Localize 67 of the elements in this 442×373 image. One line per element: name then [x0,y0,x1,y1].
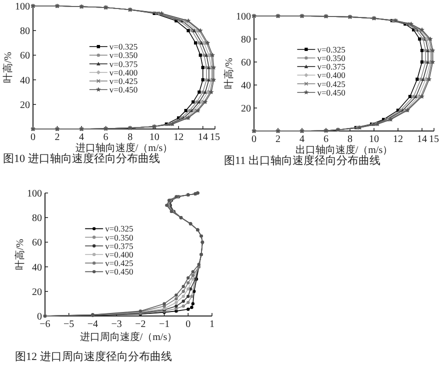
x-axis-title: 进口周向速度/（m/s） [80,331,178,343]
text: 图12 进口周向速度径向分布曲线 [15,350,172,363]
legend-label: v=0.450 [105,266,134,277]
y-tick-label: 60 [20,50,30,62]
y-tick-label: 40 [241,80,251,92]
legend-label: v=0.350 [317,52,346,63]
x-tick-label: 8 [128,132,133,143]
legend-label: v=0.325 [105,224,134,234]
x-tick-label: 1 [210,319,214,330]
legend-label: v=0.400 [105,249,134,260]
y-tick-label: 100 [27,188,42,200]
x-tick-label: 10 [149,132,160,143]
text: 图10 进口轴向速度径向分布曲线 [3,152,160,165]
x-tick-label: 6 [103,132,108,143]
x-tick-label: −6 [40,319,50,330]
x-tick-label: 10 [369,134,379,145]
legend-label: v=0.400 [109,67,138,78]
x-tick-label: −4 [87,319,98,330]
y-tick-label: 40 [20,75,30,86]
x-tick-label: 14 [417,134,427,145]
x-axis-title: 进口轴向速度/（m/s） [75,142,173,154]
legend-label: v=0.375 [105,240,134,251]
x-tick-label: 2 [276,134,280,145]
y-tick-label: 80 [20,26,30,38]
legend-label: v=0.350 [105,232,134,242]
y-tick-label: 100 [236,12,251,22]
y-tick-label: 80 [32,213,42,224]
x-tick-label: 12 [393,134,403,145]
y-axis-title: 叶高/% [223,58,235,90]
y-tick-label: 100 [15,2,30,12]
y-tick-label: 60 [241,58,251,68]
y-tick-label: 60 [32,238,42,249]
x-tick-label: 12 [174,132,184,143]
x-tick-label: −3 [111,319,122,330]
y-tick-label: 20 [241,104,251,114]
legend-label: v=0.325 [109,42,138,52]
x-tick-label: 2 [54,132,60,143]
legend-label: v=0.400 [317,70,346,80]
legend-label: v=0.375 [109,58,138,69]
x-tick-label: 15 [429,134,439,145]
x-tick-label: −5 [64,319,74,330]
y-tick-label: 80 [241,34,251,46]
x-tick-label: 6 [324,134,328,145]
x-tick-label: −2 [135,319,146,330]
legend-label: v=0.450 [109,84,138,95]
x-tick-label: 14 [198,132,208,143]
y-tick-label: 20 [32,286,42,298]
x-axis-title: 出口轴向速度/（m/s） [295,144,393,156]
y-tick-label: 0 [37,312,42,322]
x-tick-label: 8 [348,134,352,145]
legend-label: v=0.375 [317,62,346,72]
legend-label: v=0.325 [317,44,346,54]
x-tick-label: 15 [210,132,220,143]
legend-label: v=0.350 [109,50,138,60]
x-tick-label: 4 [300,134,304,145]
y-tick-label: 40 [32,262,42,274]
legend-label: v=0.425 [105,258,134,268]
x-tick-label: 4 [79,132,84,143]
legend-label: v=0.450 [317,87,346,98]
y-tick-label: 20 [20,100,30,111]
text: 图11 出口轴向速度径向分布曲线 [224,154,380,167]
x-tick-label: 0 [186,319,191,330]
y-axis-title: 叶高/% [14,238,26,270]
y-axis-title: 叶高/% [2,52,14,84]
legend-label: v=0.425 [109,76,138,86]
legend-label: v=0.425 [317,78,346,89]
x-tick-label: −1 [158,319,170,330]
